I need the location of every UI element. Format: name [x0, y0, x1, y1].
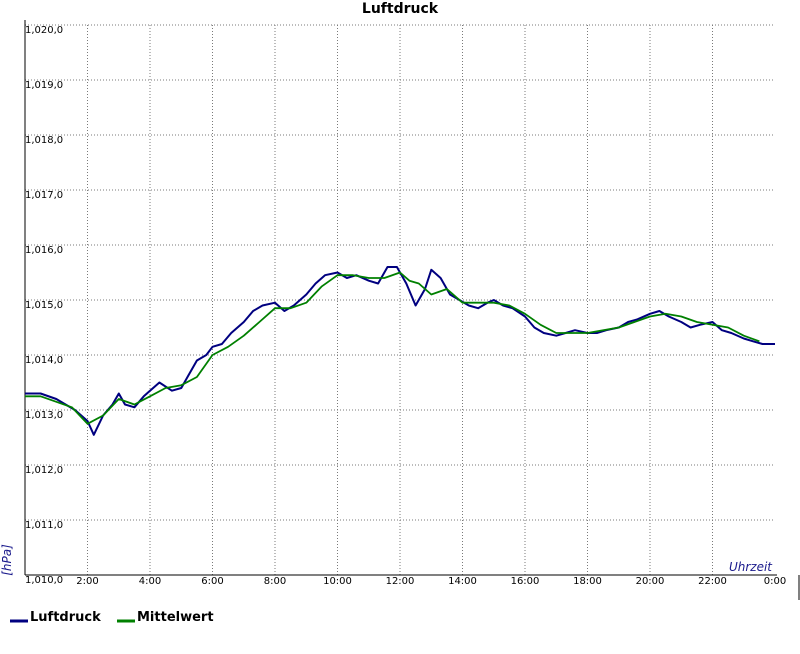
y-axis-label: [hPa] — [0, 544, 14, 576]
x-tick-label: 14:00 — [448, 576, 477, 587]
series-line-luftdruck — [25, 266, 775, 436]
legend-label-luftdruck: Luftdruck — [30, 610, 101, 625]
series-line-mittelwert — [25, 271, 760, 425]
y-tick-label: 1,011,0 — [25, 520, 63, 531]
y-tick-label: 1,020,0 — [25, 25, 63, 36]
y-tick-label: 1,014,0 — [25, 355, 63, 366]
axes — [24, 20, 800, 600]
y-tick-label: 1,017,0 — [25, 190, 63, 201]
series-lines — [25, 266, 775, 436]
x-tick-label: 12:00 — [386, 576, 415, 587]
x-tick-label: 16:00 — [511, 576, 540, 587]
legend-label-mittelwert: Mittelwert — [137, 610, 214, 625]
y-tick-label: 1,010,0 — [25, 575, 63, 586]
tick-labels: 1,010,0 1,011,0 1,012,0 1,013,0 1,014,0 1,015… — [25, 25, 786, 587]
x-tick-label: 22:00 — [698, 576, 727, 587]
legend: Luftdruck Mittelwert — [10, 610, 214, 625]
x-tick-label: 8:00 — [264, 576, 286, 587]
chart-title: Luftdruck — [362, 1, 439, 17]
grid — [25, 24, 775, 575]
x-tick-label: 18:00 — [573, 576, 602, 587]
y-tick-label: 1,013,0 — [25, 410, 63, 421]
y-tick-label: 1,015,0 — [25, 300, 63, 311]
x-tick-label: 4:00 — [139, 576, 161, 587]
x-tick-label: 2:00 — [76, 576, 98, 587]
x-axis-label: Uhrzeit — [729, 560, 773, 574]
x-tick-label: 20:00 — [636, 576, 665, 587]
x-tick-label: 10:00 — [323, 576, 352, 587]
y-tick-label: 1,016,0 — [25, 245, 63, 256]
y-tick-label: 1,012,0 — [25, 465, 63, 476]
y-tick-label: 1,018,0 — [25, 135, 63, 146]
x-tick-label: 0:00 — [764, 576, 786, 587]
y-tick-label: 1,019,0 — [25, 80, 63, 91]
x-tick-label: 6:00 — [201, 576, 223, 587]
